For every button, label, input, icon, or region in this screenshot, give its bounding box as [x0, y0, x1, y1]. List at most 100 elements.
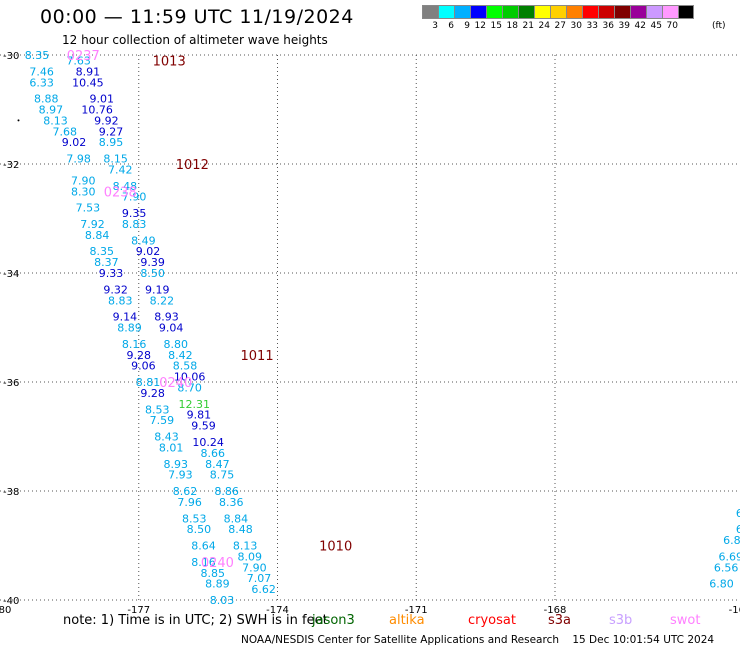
- scale-label: 39: [618, 21, 630, 31]
- wave-height-label: 7.07: [247, 572, 272, 585]
- scale-swatch: [550, 5, 566, 19]
- chart-subtitle: 12 hour collection of altimeter wave hei…: [62, 33, 328, 47]
- wave-height-label: 10.24: [192, 436, 224, 449]
- scale-swatch: [470, 5, 486, 19]
- wave-height-label: 8.36: [219, 496, 244, 509]
- wave-height-label: 6.82: [723, 534, 740, 547]
- wave-height-label: 9.01: [90, 93, 115, 106]
- wave-height-label: 9.06: [131, 360, 156, 373]
- scale-label: 3: [432, 21, 438, 31]
- wave-height-label: 9.35: [122, 207, 147, 220]
- wave-height-label: 8.50: [187, 523, 212, 536]
- scale-swatch: [582, 5, 598, 19]
- scale-label: 24: [538, 21, 550, 31]
- wave-height-label: 8.86: [214, 485, 239, 498]
- wave-height-label: 9.27: [99, 125, 124, 138]
- scale-swatch: [630, 5, 646, 19]
- wave-height-label: 8.13: [43, 114, 68, 127]
- wave-height-label: 8.30: [71, 185, 96, 198]
- wave-height-label: 12.31: [179, 398, 211, 411]
- wave-height-label: 8.70: [177, 381, 202, 394]
- wave-height-label: 7.90: [242, 561, 267, 574]
- wave-height-label: 7.68: [53, 125, 78, 138]
- pass-time-label: 0238: [104, 185, 137, 200]
- x-tick-label: -177: [127, 605, 150, 616]
- wave-height-label: 8.03: [210, 594, 235, 607]
- wave-height-label: 8.66: [201, 447, 226, 460]
- wave-height-label: 8.84: [85, 229, 110, 242]
- pressure-label: 1010: [319, 540, 352, 555]
- wave-height-label: 7.63: [66, 54, 91, 67]
- wave-height-label: 9.02: [136, 245, 161, 258]
- wave-height-label: 6.80: [709, 578, 734, 591]
- scale-label: 27: [554, 21, 566, 31]
- wave-height-label: 8.16: [122, 338, 147, 351]
- wave-height-label: 7.90: [122, 191, 147, 204]
- wave-height-label: 9.32: [103, 283, 128, 296]
- wave-height-label: 6.8: [736, 507, 740, 520]
- x-tick-label: -180: [0, 605, 11, 616]
- footer-credit: NOAA/NESDIS Center for Satellite Applica…: [241, 634, 715, 646]
- pressure-label: 1012: [176, 158, 209, 173]
- scale-label: 70: [666, 21, 678, 31]
- scale-label: 18: [506, 21, 518, 31]
- pass-time-label: 0240: [159, 376, 192, 391]
- wave-height-label: 8.48: [113, 180, 138, 193]
- wave-height-label: 7.53: [76, 202, 101, 215]
- y-tick-label: -40: [3, 596, 19, 607]
- legend-item-s3a: s3a: [548, 613, 572, 628]
- wave-height-label: 8.88: [34, 93, 59, 106]
- scale-swatch: [486, 5, 502, 19]
- y-tick-label: -32: [3, 160, 19, 171]
- wave-height-label: 8.58: [173, 360, 198, 373]
- color-scale: [422, 5, 694, 19]
- wave-height-label: 9.59: [191, 420, 216, 433]
- wave-height-label: 8.50: [140, 267, 165, 280]
- wave-height-label: 8.91: [76, 65, 101, 78]
- wave-height-label: 8.95: [99, 136, 124, 149]
- scale-label: 12: [474, 21, 486, 31]
- wave-height-label: 8.35: [25, 49, 50, 62]
- x-tick-label: -171: [405, 605, 428, 616]
- wave-height-label: 8.49: [131, 234, 156, 247]
- x-tick-label: -174: [266, 605, 289, 616]
- wave-height-label: 8.93: [154, 311, 179, 324]
- pass-time-label: 0240: [201, 556, 234, 571]
- wave-height-label: 8.48: [228, 523, 253, 536]
- wave-height-label: 7.92: [80, 218, 105, 231]
- wave-height-label: 8.97: [39, 104, 64, 117]
- wave-height-label: 8.53: [145, 403, 170, 416]
- wave-height-label: 8.75: [210, 469, 235, 482]
- wave-height-label: 9.19: [145, 283, 170, 296]
- wave-height-label: 8.84: [224, 512, 249, 525]
- y-tick-label: -34: [3, 269, 19, 280]
- wave-height-label: 8.42: [168, 349, 193, 362]
- wave-height-label: 9.02: [62, 136, 87, 149]
- chart-title: 00:00 — 11:59 UTC 11/19/2024: [40, 6, 354, 28]
- scale-swatch: [502, 5, 518, 19]
- scale-label: 30: [570, 21, 582, 31]
- scale-swatch: [678, 5, 694, 19]
- wave-height-label: 8.62: [173, 485, 198, 498]
- wave-height-label: 6.62: [251, 583, 276, 596]
- wave-height-label: 7.96: [177, 496, 202, 509]
- scale-label: 42: [634, 21, 646, 31]
- pass-time-label: 0237: [67, 49, 100, 64]
- wave-height-label: 9.04: [159, 322, 184, 335]
- wave-height-label: 8.89: [117, 322, 142, 335]
- legend-item-altika: altika: [389, 613, 425, 628]
- scale-swatch: [422, 5, 438, 19]
- x-tick-label: -168: [544, 605, 567, 616]
- wave-height-label: 9.14: [113, 311, 138, 324]
- scale-label: 15: [490, 21, 502, 31]
- wave-height-label: 9.28: [140, 387, 165, 400]
- wave-height-label: 7.46: [29, 65, 54, 78]
- scale-label: 45: [650, 21, 662, 31]
- wave-height-label: 7.59: [150, 414, 175, 427]
- scale-label: 6: [448, 21, 454, 31]
- legend-item-swot: swot: [670, 613, 701, 628]
- wave-height-label: 8.53: [182, 512, 207, 525]
- y-tick-label: -30: [3, 51, 19, 62]
- wave-height-label: 6.69: [719, 550, 740, 563]
